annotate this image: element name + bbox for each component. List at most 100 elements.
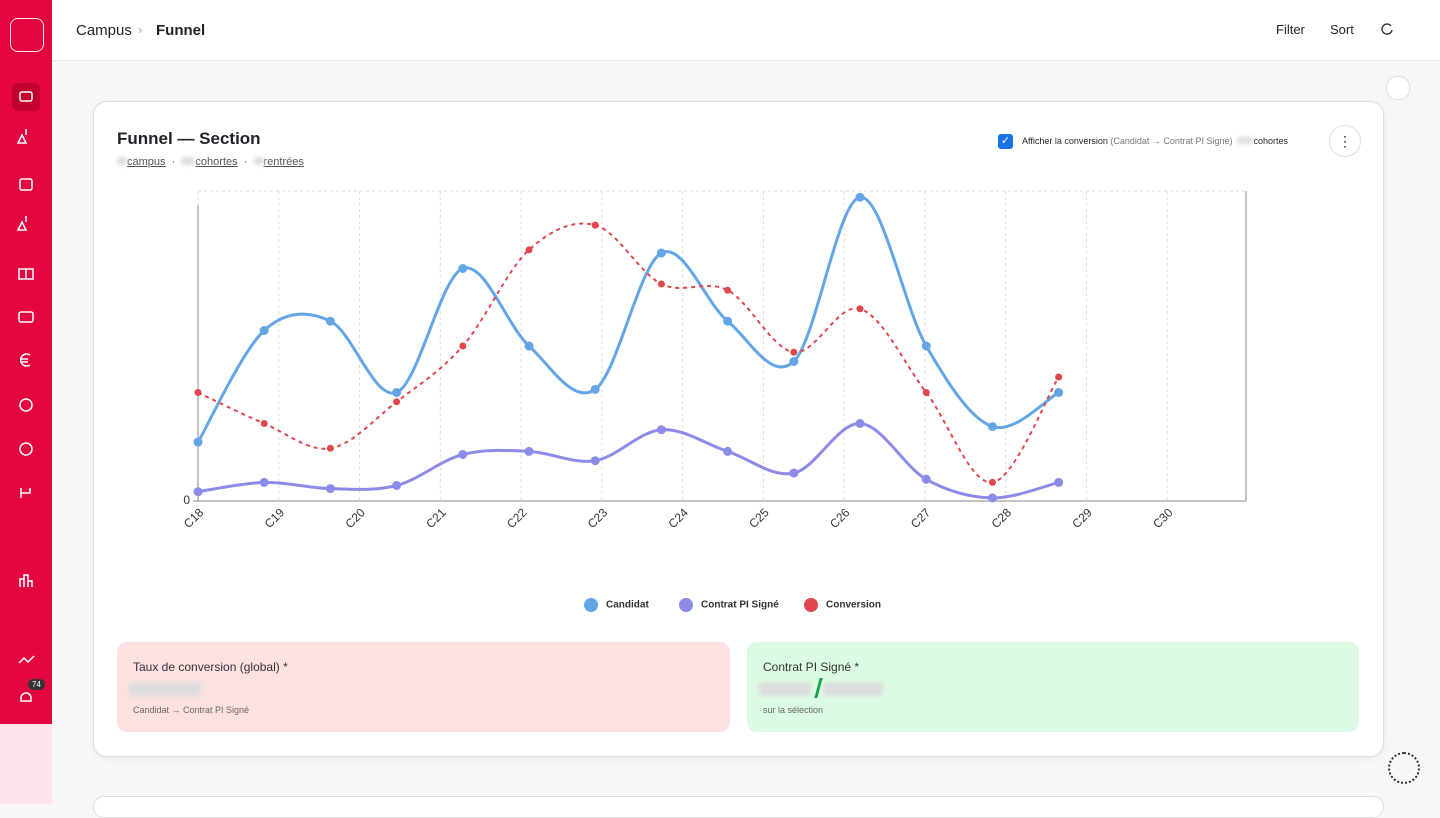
point <box>987 422 997 432</box>
sidebar: 74 <box>0 0 52 724</box>
point <box>590 384 600 394</box>
point <box>789 357 799 366</box>
x-tick-label: C20 <box>342 505 368 531</box>
kpi-note: sur la sélection <box>763 705 824 715</box>
filter-button[interactable]: Filter <box>1276 22 1305 37</box>
point <box>1054 388 1064 397</box>
legend-swatch <box>679 598 693 612</box>
next-card <box>93 796 1384 818</box>
point <box>657 280 665 288</box>
point <box>1054 477 1064 487</box>
menu-button[interactable]: ⋮ <box>1329 125 1361 157</box>
line <box>196 195 1060 443</box>
point <box>855 192 865 202</box>
point <box>525 246 533 254</box>
sub-item[interactable]: rentrées <box>263 156 304 168</box>
sort-button[interactable]: Sort <box>1330 22 1354 37</box>
nav-active[interactable] <box>12 83 40 111</box>
point <box>591 221 599 229</box>
point <box>259 326 269 335</box>
point <box>260 420 268 427</box>
x-tick-label: C19 <box>262 505 288 531</box>
point <box>856 305 864 313</box>
x-tick-label: C18 <box>181 505 207 531</box>
point <box>988 478 996 486</box>
point <box>459 342 467 350</box>
point <box>193 437 203 447</box>
point <box>326 444 334 452</box>
point <box>1055 373 1063 381</box>
x-tick-label: C24 <box>666 505 692 531</box>
point <box>392 388 402 397</box>
legend-label: Candidat <box>606 600 649 611</box>
point <box>921 474 931 484</box>
checkbox[interactable]: ✓ <box>998 134 1013 149</box>
point <box>855 419 865 428</box>
x-tick-label: C29 <box>1069 505 1095 531</box>
sub-item[interactable]: cohortes <box>195 156 238 168</box>
breadcrumb: Funnel <box>156 22 206 39</box>
point <box>524 446 534 456</box>
point <box>922 389 930 396</box>
sub-item[interactable]: campus <box>127 156 166 168</box>
point <box>656 425 666 435</box>
chart: C18 C19 C20 C21 C22 C23 C24 C25 C26 C27 C28 C29 C30 0… <box>181 190 1247 612</box>
top-bar: Campus › Funnel Filter Sort <box>52 0 1440 61</box>
badge: 74 <box>28 679 45 690</box>
x-tick-label: C25 <box>746 505 772 531</box>
x-tick-label: C28 <box>989 505 1015 531</box>
legend-swatch <box>584 598 598 612</box>
x-tick-label: C26 <box>827 505 853 531</box>
point <box>393 398 401 406</box>
x-tick-label: C22 <box>504 505 530 531</box>
point <box>723 316 733 326</box>
kpi-card: Taux de conversion (global) * Candidat →… <box>117 642 730 732</box>
spinner <box>1388 752 1420 784</box>
x-tick-label: C23 <box>585 505 611 531</box>
toggle-text: Afficher la conversion <box>1022 136 1108 146</box>
point <box>987 493 997 503</box>
separator: › <box>138 22 143 37</box>
breadcrumb[interactable]: Campus <box>76 22 132 39</box>
point <box>193 487 203 497</box>
card: Funnel — Section campus · cohortes · ren… <box>93 101 1384 757</box>
y-tick-label: 0 <box>183 493 190 507</box>
point <box>789 468 799 478</box>
toggle-detail: (Candidat → Contrat PI Signé) <box>1110 136 1233 146</box>
toggle-extra: cohortes <box>1253 136 1289 146</box>
point <box>194 389 202 396</box>
legend-label: Conversion <box>826 600 881 611</box>
point <box>458 264 468 273</box>
line <box>197 421 1060 500</box>
point <box>524 341 534 351</box>
x-tick-label: C30 <box>1150 505 1176 531</box>
refresh[interactable] <box>1380 22 1394 36</box>
point <box>325 316 335 326</box>
x-tick-label: C27 <box>908 505 934 531</box>
point <box>656 248 666 258</box>
kpi-label: Taux de conversion (global) * <box>133 660 288 674</box>
point <box>921 341 931 351</box>
point <box>458 450 468 459</box>
point <box>259 477 269 487</box>
point <box>790 348 798 356</box>
card-title: Funnel — Section <box>117 129 261 148</box>
nav-icons <box>16 91 35 702</box>
point <box>325 484 335 494</box>
kpi-note: Candidat → Contrat PI Signé <box>133 705 250 715</box>
point <box>392 481 402 490</box>
toggle-label: Afficher la conversion (Candidat → Contr… <box>1022 136 1288 146</box>
divider <box>814 678 823 698</box>
logo[interactable] <box>10 18 44 52</box>
point <box>590 456 600 466</box>
kpi-card: Contrat PI Signé * sur la sélection <box>747 642 1359 732</box>
sidebar-footer <box>0 724 52 804</box>
legend-swatch <box>804 598 818 612</box>
line <box>197 222 1060 484</box>
legend-label: Contrat PI Signé <box>701 600 779 611</box>
kpi-label: Contrat PI Signé * <box>763 660 860 674</box>
settings[interactable] <box>1386 76 1410 100</box>
point <box>723 446 733 456</box>
point <box>724 286 732 294</box>
